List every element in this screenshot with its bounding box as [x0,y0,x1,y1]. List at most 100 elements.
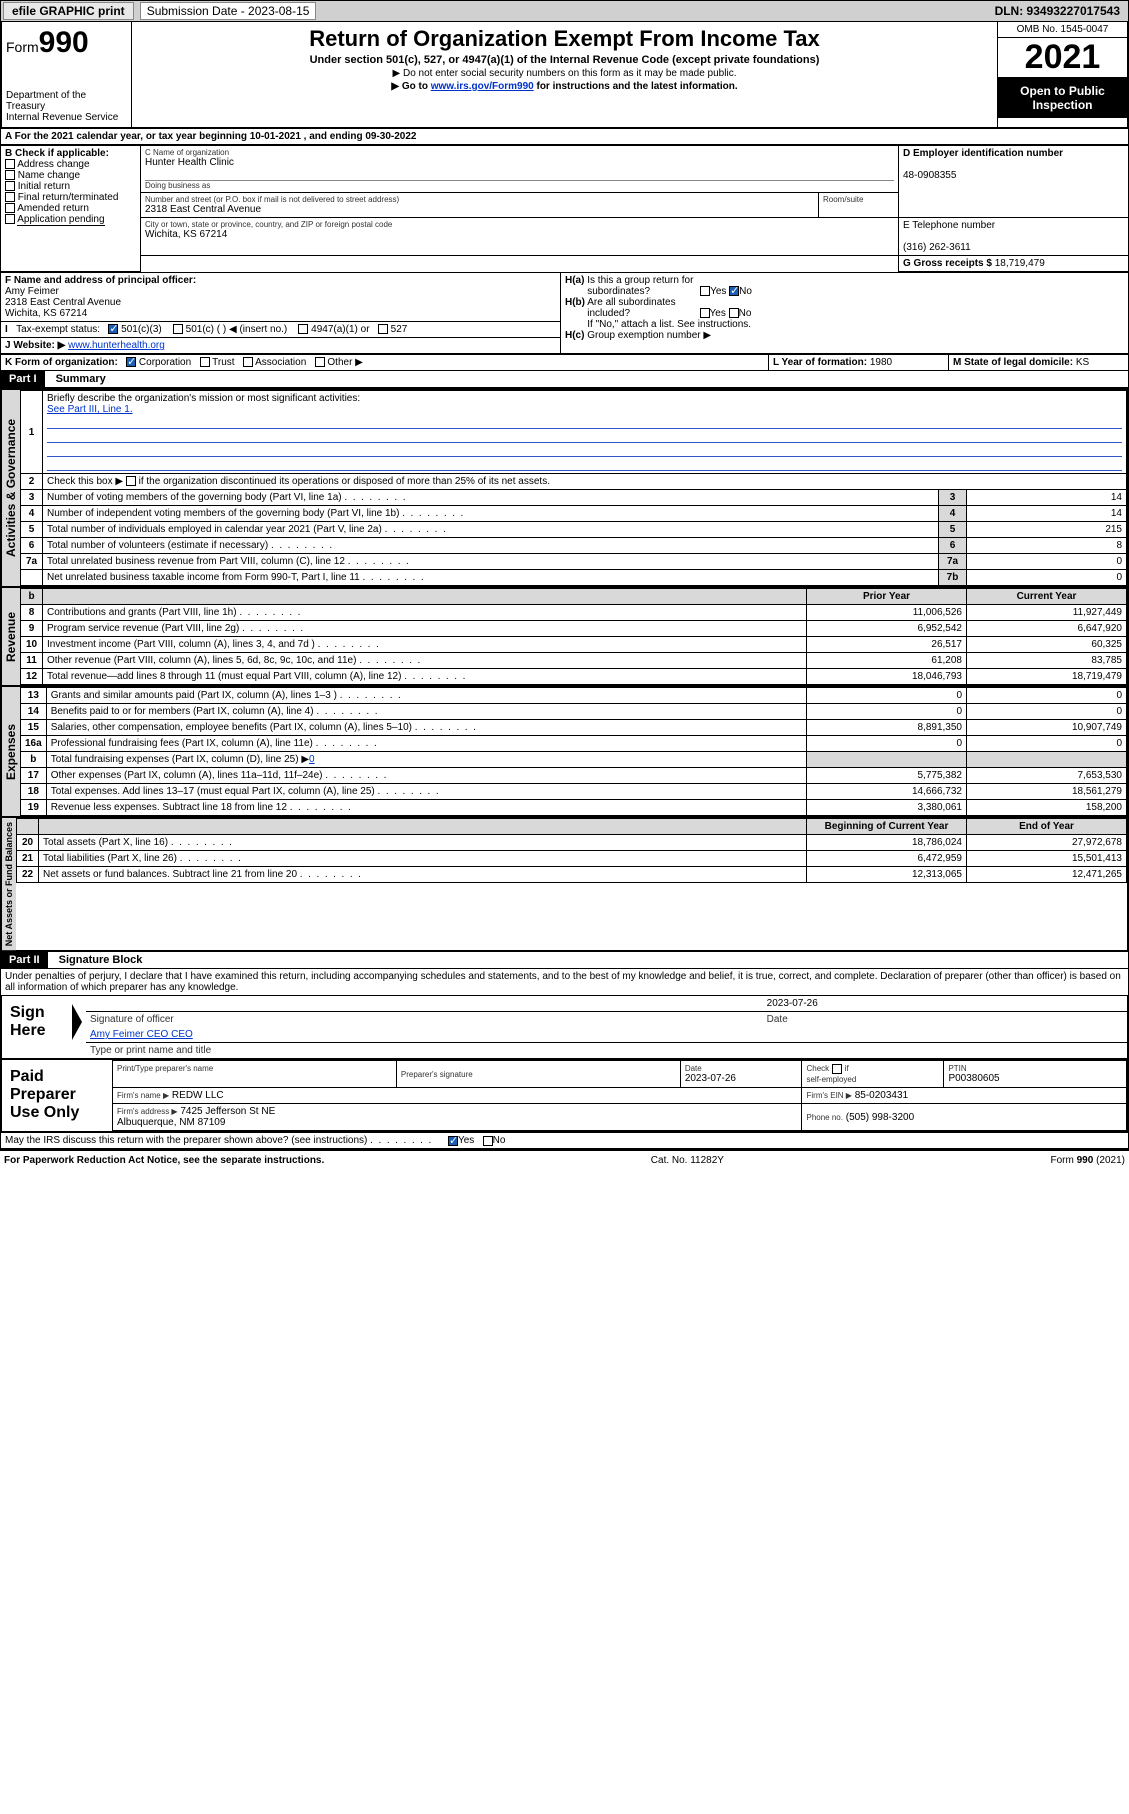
vlabel-revenue: Revenue [2,588,20,685]
part-ii-header: Part II Signature Block [0,952,1129,969]
ln-16b: b [21,752,47,768]
chk-4947[interactable] [298,324,308,334]
line-8-prior: 11,006,526 [807,605,967,621]
org-name-label: C Name of organization [145,148,894,157]
chk-initial-return[interactable] [5,181,15,191]
chk-discuss-no[interactable] [483,1136,493,1146]
chk-527[interactable] [378,324,388,334]
ln-21: 21 [17,851,39,867]
chk-name-change[interactable] [5,170,15,180]
ln-10: 10 [21,637,43,653]
klm-table: K Form of organization: Corporation Trus… [0,354,1129,371]
discuss-text: May the IRS discuss this return with the… [5,1135,431,1146]
part-i-body: Activities & Governance 1 Briefly descri… [0,388,1129,588]
chk-501c3[interactable] [108,324,118,334]
opt-initial-return: Initial return [18,181,70,192]
website-link[interactable]: www.hunterhealth.org [68,340,165,351]
irs-link[interactable]: www.irs.gov/Form990 [431,81,534,92]
chk-hb-yes[interactable] [700,308,710,318]
officer-typed-link[interactable]: Amy Feimer CEO CEO [90,1029,193,1040]
line-14-current: 0 [967,704,1127,720]
line-1-link[interactable]: See Part III, Line 1. [47,404,133,415]
chk-trust[interactable] [200,357,210,367]
vlabel-activities: Activities & Governance [2,390,20,586]
room-label: Room/suite [823,195,894,204]
form-title: Return of Organization Exempt From Incom… [140,26,989,52]
firm-phone-cell: Phone no. (505) 998-3200 [802,1104,1127,1131]
domicile-label: M State of legal domicile: [953,357,1073,368]
year-formation-value: 1980 [870,357,892,368]
chk-discuss-yes[interactable] [448,1136,458,1146]
ln-9: 9 [21,621,43,637]
box-c-room: Room/suite [819,193,899,218]
chk-amended-return[interactable] [5,203,15,213]
domicile-value: KS [1076,357,1089,368]
officer-sig-line [86,996,763,1012]
line-5-num: 5 [939,522,967,538]
chk-address-change[interactable] [5,159,15,169]
line-12-text: Total revenue—add lines 8 through 11 (mu… [43,669,807,685]
line-16b-val[interactable]: 0 [309,754,315,765]
discuss-row: May the IRS discuss this return with the… [0,1133,1129,1149]
line-21-text: Total liabilities (Part X, line 26) [39,851,807,867]
officer-group-table: F Name and address of principal officer:… [0,272,1129,354]
opt-amended-return: Amended return [17,203,89,214]
line-17-prior: 5,775,382 [807,768,967,784]
chk-other[interactable] [315,357,325,367]
vlabel-netassets: Net Assets or Fund Balances [2,818,16,950]
arrow-icon [72,1004,82,1040]
line-11-current: 83,785 [967,653,1127,669]
efile-print-button[interactable]: efile GRAPHIC print [3,2,134,20]
hdr-current-year: Current Year [967,589,1127,605]
officer-date-label: Date [763,1012,1127,1028]
prep-ptin-cell: PTIN P00380605 [944,1061,1127,1088]
officer-addr: 2318 East Central Avenue Wichita, KS 672… [5,297,121,319]
part-i-header: Part I Summary [0,371,1129,388]
omb-number: OMB No. 1545-0047 [998,22,1127,38]
line-7a-text: Total unrelated business revenue from Pa… [43,554,939,570]
submission-date: Submission Date - 2023-08-15 [140,2,317,20]
chk-hb-no[interactable] [729,308,739,318]
line-6-val: 8 [967,538,1127,554]
prep-self-cell: Check ifself-employed [802,1061,944,1088]
line-7a-val: 0 [967,554,1127,570]
firm-ein-value: 85-0203431 [855,1090,908,1101]
yes-label2: Yes [710,308,726,319]
ln-22: 22 [17,867,39,883]
paid-preparer-label: Paid Preparer Use Only [2,1060,112,1131]
ln-14: 14 [21,704,47,720]
line-16a-prior: 0 [807,736,967,752]
ln-15: 15 [21,720,47,736]
line-6-num: 6 [939,538,967,554]
chk-application-pending[interactable] [5,214,15,224]
box-l: L Year of formation: 1980 [769,355,949,371]
box-g: G Gross receipts $ 18,719,479 [899,256,1129,272]
box-c-city: City or town, state or province, country… [141,218,899,256]
line-17-current: 7,653,530 [967,768,1127,784]
box-i: I Tax-exempt status: 501(c)(3) 501(c) ( … [1,322,561,338]
line-13-prior: 0 [807,688,967,704]
ln-16a: 16a [21,736,47,752]
chk-501c[interactable] [173,324,183,334]
chk-corp[interactable] [126,357,136,367]
line-12-prior: 18,046,793 [807,669,967,685]
form-header: Form990 Department of the Treasury Inter… [0,22,1129,129]
opt-501c: 501(c) ( ) ◀ (insert no.) [186,324,288,335]
chk-line2[interactable] [126,476,136,486]
line-20-prior: 18,786,024 [807,835,967,851]
phone-label: E Telephone number [903,220,995,231]
chk-self-employed[interactable] [832,1064,842,1074]
form-note2: ▶ Go to www.irs.gov/Form990 for instruct… [140,81,989,92]
vlabel-expenses: Expenses [2,687,20,816]
revenue-table: b Prior Year Current Year 8 Contribution… [20,588,1127,685]
opt-address-change: Address change [17,159,89,170]
line-17-text: Other expenses (Part IX, column (A), lin… [46,768,806,784]
chk-ha-yes[interactable] [700,286,710,296]
ln-7a: 7a [21,554,43,570]
chk-assoc[interactable] [243,357,253,367]
chk-ha-no[interactable] [729,286,739,296]
chk-final-return[interactable] [5,192,15,202]
line-14-prior: 0 [807,704,967,720]
ptin-label: PTIN [948,1064,1122,1073]
firm-phone-label: Phone no. [806,1113,842,1122]
